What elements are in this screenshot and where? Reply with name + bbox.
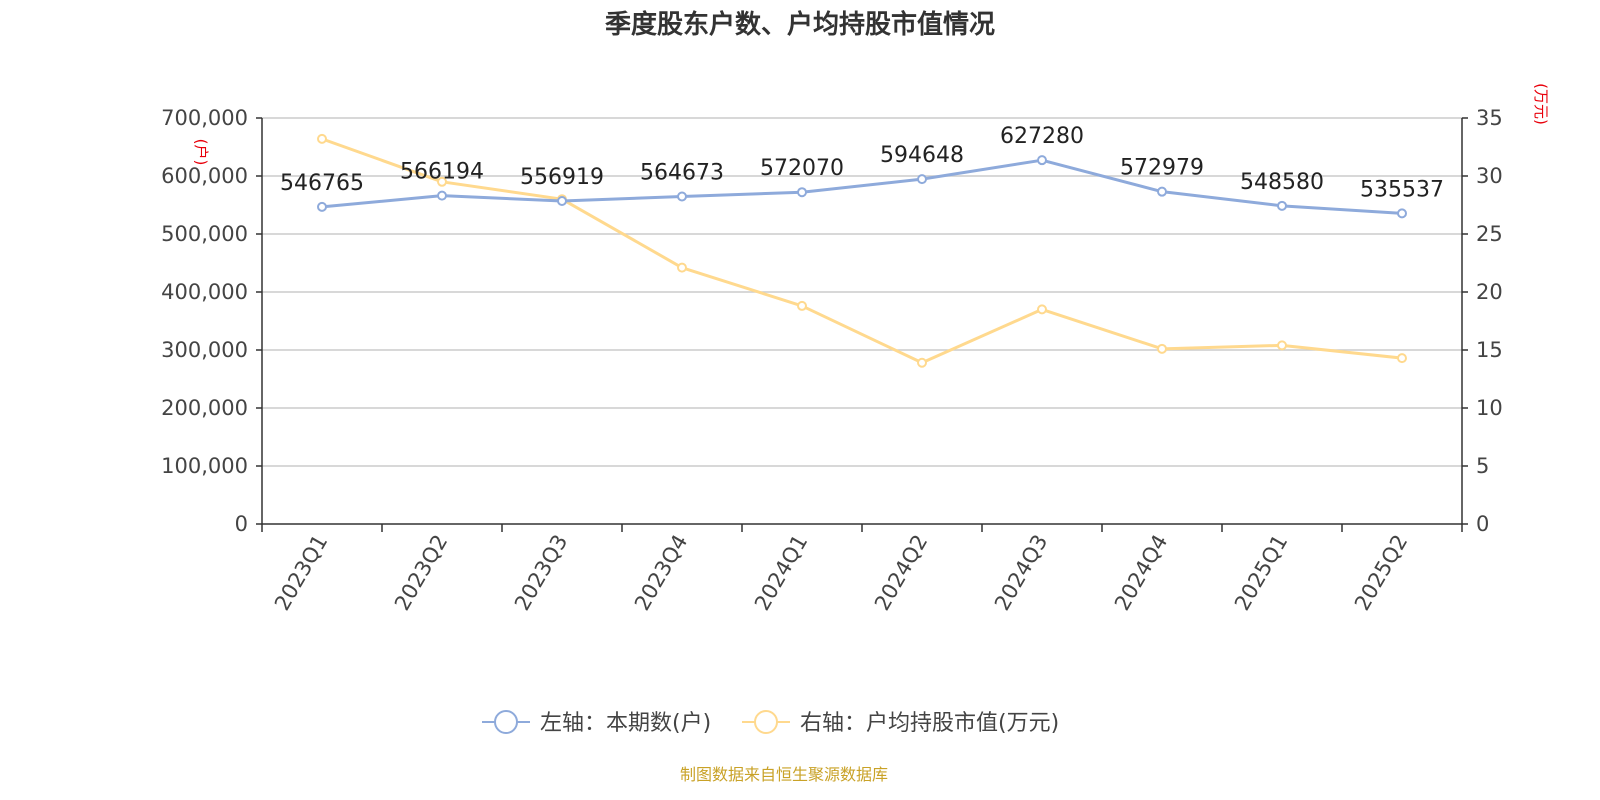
legend-left-label: 左轴：本期数(户) xyxy=(540,711,711,736)
right-series-point xyxy=(797,300,807,311)
right-y-tick-label: 30 xyxy=(1476,164,1503,188)
x-tick-label: 2024Q3 xyxy=(990,531,1052,615)
legend-left-marker xyxy=(494,710,518,734)
right-series-point xyxy=(1157,343,1167,354)
left-series-point xyxy=(797,187,807,198)
left-y-tick-label: 100,000 xyxy=(161,454,248,478)
source-note: 制图数据来自恒生聚源数据库 xyxy=(680,765,888,784)
x-tick-label: 2025Q2 xyxy=(1350,531,1412,615)
left-series-point xyxy=(317,201,327,212)
right-y-tick-label: 35 xyxy=(1476,106,1503,130)
left-series-point xyxy=(1277,200,1287,211)
data-label: 548580 xyxy=(1240,170,1324,195)
right-y-tick-label: 10 xyxy=(1476,396,1503,420)
right-axis-unit: (万元) xyxy=(1532,83,1550,125)
data-label: 556919 xyxy=(520,165,604,190)
data-labels: 546765 566194 556919 564673 572070 594648 6272… xyxy=(280,124,1444,202)
gridlines xyxy=(262,117,1462,467)
right-y-tick-labels: 0 5 10 15 20 25 30 35 xyxy=(1476,106,1503,536)
left-y-tick-label: 700,000 xyxy=(161,106,248,130)
left-series-point xyxy=(1157,186,1167,197)
left-series-point xyxy=(677,191,687,202)
left-y-tick-label: 300,000 xyxy=(161,338,248,362)
data-label: 535537 xyxy=(1360,177,1444,202)
left-series-line xyxy=(321,158,1403,215)
data-label: 566194 xyxy=(400,160,484,185)
x-tick-label: 2024Q2 xyxy=(870,531,932,615)
right-series-point xyxy=(1037,304,1047,315)
right-series-point xyxy=(1397,353,1407,364)
data-label: 546765 xyxy=(280,171,364,196)
right-series-point xyxy=(1277,340,1287,351)
right-series-point xyxy=(437,176,447,187)
right-series-point xyxy=(677,262,687,273)
right-y-tick-label: 0 xyxy=(1476,512,1489,536)
right-series-line xyxy=(321,137,1403,365)
data-label: 594648 xyxy=(880,143,964,168)
left-series-point xyxy=(557,195,567,206)
legend-right-label: 右轴：户均持股市值(万元) xyxy=(800,711,1059,736)
x-tick-label: 2023Q2 xyxy=(390,531,452,615)
series-layer xyxy=(317,133,1407,368)
x-tick-label: 2025Q1 xyxy=(1230,531,1292,615)
legend-item-left[interactable]: 左轴：本期数(户) xyxy=(482,710,711,736)
left-y-tick-label: 600,000 xyxy=(161,164,248,188)
x-tick-label: 2023Q1 xyxy=(270,531,332,615)
right-y-tick-label: 25 xyxy=(1476,222,1503,246)
legend-item-right[interactable]: 右轴：户均持股市值(万元) xyxy=(742,710,1059,736)
left-series-point xyxy=(1397,208,1407,219)
right-y-tick-label: 15 xyxy=(1476,338,1503,362)
left-y-tick-label: 500,000 xyxy=(161,222,248,246)
legend[interactable]: 左轴：本期数(户) 右轴：户均持股市值(万元) xyxy=(482,710,1059,736)
left-series-point xyxy=(437,190,447,201)
left-y-tick-label: 200,000 xyxy=(161,396,248,420)
right-y-tick-label: 20 xyxy=(1476,280,1503,304)
right-y-tick-label: 5 xyxy=(1476,454,1489,478)
right-series-point xyxy=(917,357,927,368)
x-tick-label: 2023Q4 xyxy=(630,531,692,615)
left-series-point xyxy=(917,174,927,185)
x-tick-label: 2023Q3 xyxy=(510,531,572,615)
chart-title: 季度股东户数、户均持股市值情况 xyxy=(605,9,995,40)
left-series-point xyxy=(1037,155,1047,166)
left-axis-unit: (户) xyxy=(192,139,210,166)
left-y-tick-label: 0 xyxy=(235,512,248,536)
data-label: 627280 xyxy=(1000,124,1084,149)
right-series-point xyxy=(317,133,327,144)
left-y-tick-labels: 0 100,000 200,000 300,000 400,000 500,000 600,… xyxy=(161,106,248,536)
data-label: 572979 xyxy=(1120,156,1204,181)
x-tick-label: 2024Q4 xyxy=(1110,531,1172,615)
x-tick-labels: 2023Q1 2023Q2 2023Q3 2023Q4 2024Q1 2024Q2 2024… xyxy=(270,531,1412,615)
axes xyxy=(256,117,1468,532)
x-tick-label: 2024Q1 xyxy=(750,531,812,615)
legend-right-marker xyxy=(754,710,778,734)
data-label: 564673 xyxy=(640,160,724,185)
data-label: 572070 xyxy=(760,156,844,181)
left-y-tick-label: 400,000 xyxy=(161,280,248,304)
